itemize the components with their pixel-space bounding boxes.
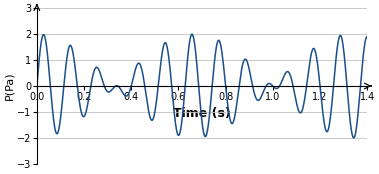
Y-axis label: P(Pa): P(Pa) (4, 72, 14, 100)
X-axis label: Time (s): Time (s) (173, 107, 231, 120)
